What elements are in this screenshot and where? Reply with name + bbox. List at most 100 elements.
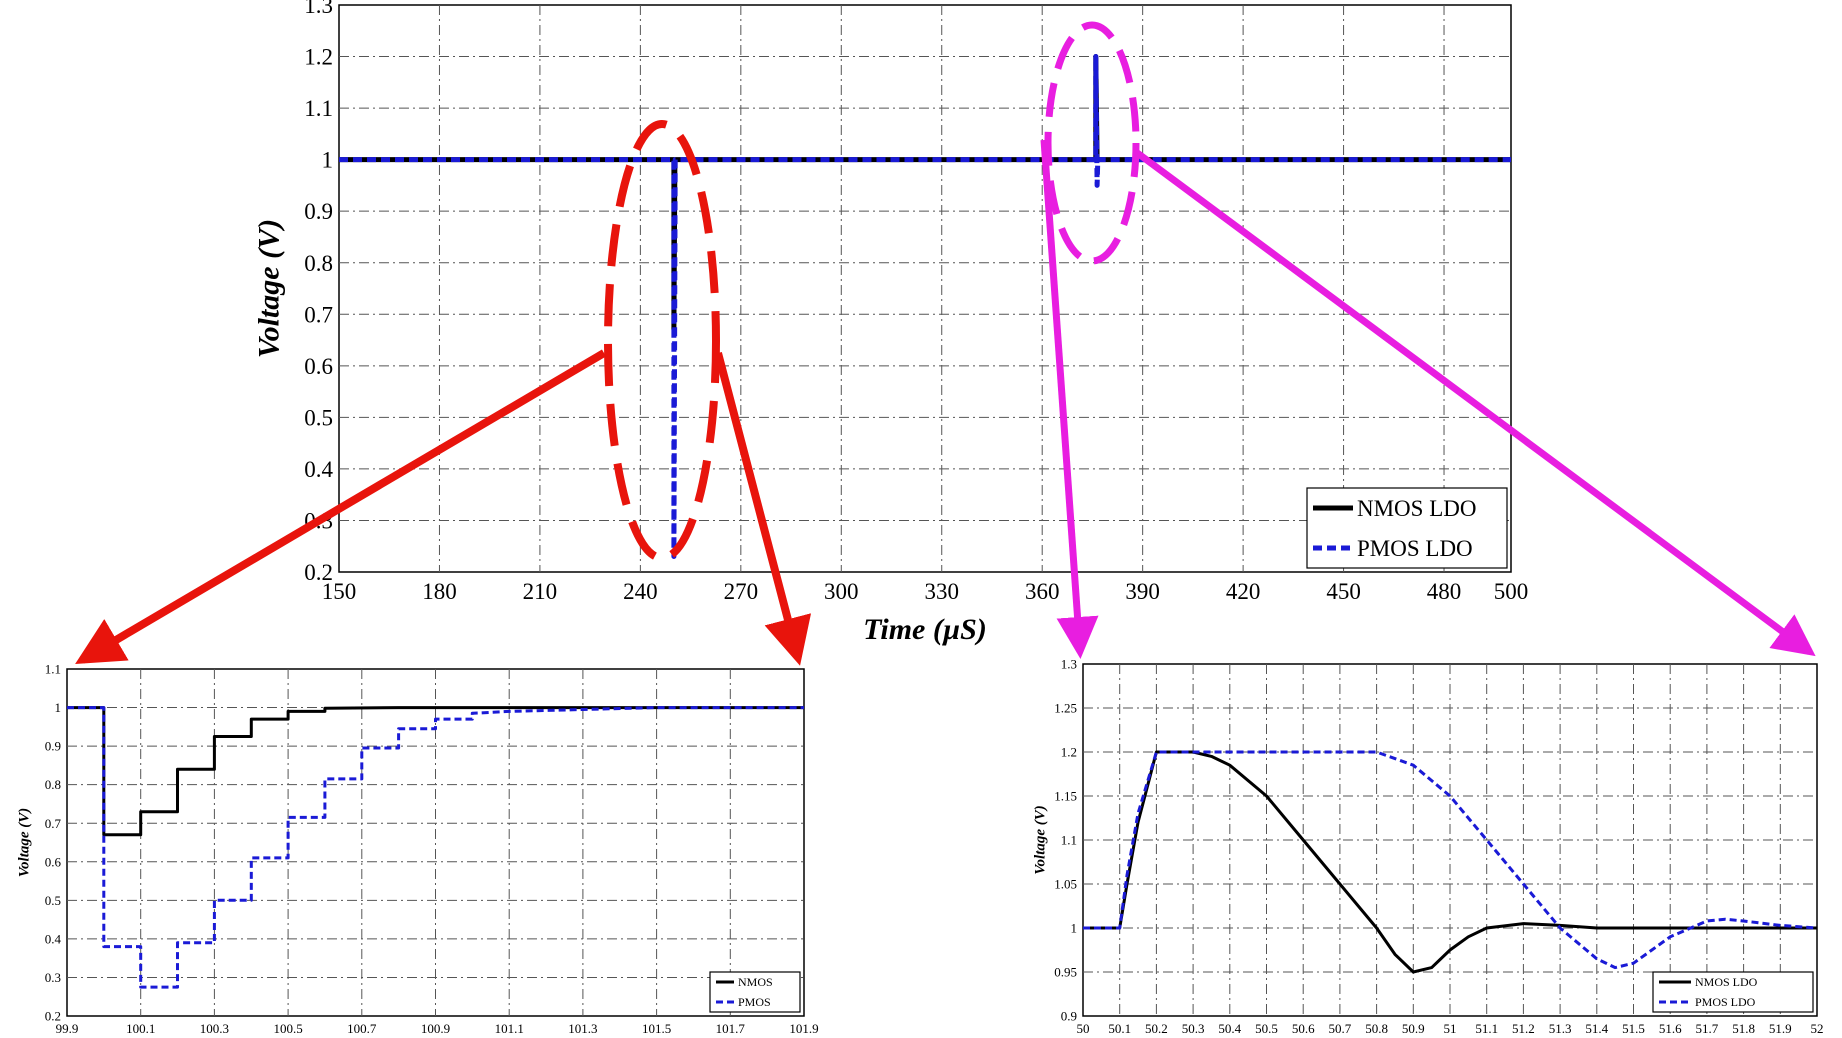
x-tick-label: 50.3 bbox=[1182, 1021, 1205, 1036]
legend: NMOS PMOS bbox=[709, 971, 801, 1013]
x-tick-label: 330 bbox=[924, 579, 959, 604]
series-line-nmos bbox=[67, 706, 804, 837]
x-tick-label: 50.4 bbox=[1218, 1021, 1241, 1036]
x-tick-label: 210 bbox=[523, 579, 558, 604]
y-tick-label: 1.2 bbox=[304, 45, 333, 70]
legend-box bbox=[1306, 487, 1508, 569]
x-tick-label: 100.3 bbox=[200, 1021, 229, 1036]
x-tick-label: 240 bbox=[623, 579, 658, 604]
y-tick-label: 0.2 bbox=[45, 1009, 61, 1024]
zoom-ellipse-left bbox=[604, 120, 720, 562]
zoom-annotations bbox=[75, 21, 1816, 666]
x-tick-label: 390 bbox=[1125, 579, 1160, 604]
x-tick-label: 51 bbox=[1444, 1021, 1457, 1036]
x-tick-label: 101.3 bbox=[568, 1021, 597, 1036]
x-tick-label: 100.5 bbox=[273, 1021, 302, 1036]
y-tick-label: 0.9 bbox=[45, 739, 61, 754]
zoom-arrow-right-b bbox=[1133, 149, 1816, 657]
zoom-ellipse-right bbox=[1044, 21, 1140, 265]
legend-box bbox=[1652, 971, 1814, 1013]
y-tick-label: 1.05 bbox=[1054, 877, 1077, 892]
legend-label: NMOS bbox=[738, 975, 773, 989]
x-tick-label: 50.8 bbox=[1365, 1021, 1388, 1036]
x-tick-label: 100.7 bbox=[347, 1021, 377, 1036]
series-line-pmos bbox=[67, 706, 804, 989]
x-tick-label: 51.2 bbox=[1512, 1021, 1535, 1036]
x-axis-label: Time (µS) bbox=[863, 613, 987, 646]
y-tick-label: 1 bbox=[1071, 921, 1078, 936]
x-tick-label: 101.1 bbox=[495, 1021, 524, 1036]
x-tick-label: 360 bbox=[1025, 579, 1060, 604]
y-tick-label: 1.1 bbox=[304, 96, 333, 121]
y-tick-label: 0.9 bbox=[1061, 1009, 1077, 1024]
y-axis-label: Voltage (V) bbox=[252, 219, 285, 358]
x-tick-label: 50.5 bbox=[1255, 1021, 1278, 1036]
x-tick-label: 101.5 bbox=[642, 1021, 671, 1036]
zoom-arrow-left-a bbox=[75, 349, 607, 665]
y-tick-label: 0.7 bbox=[45, 816, 62, 831]
y-tick-label: 0.2 bbox=[304, 560, 333, 585]
y-tick-label: 0.4 bbox=[304, 457, 333, 482]
y-tick-label: 0.5 bbox=[304, 405, 333, 430]
y-tick-label: 1.1 bbox=[1061, 833, 1077, 848]
legend-label: PMOS bbox=[738, 995, 771, 1009]
y-tick-label: 0.5 bbox=[45, 893, 61, 908]
zoom-arrow-right-a bbox=[1040, 139, 1099, 659]
y-tick-label: 0.4 bbox=[45, 931, 62, 946]
legend: NMOS LDO PMOS LDO bbox=[1652, 971, 1814, 1013]
y-tick-label: 1 bbox=[55, 700, 62, 715]
y-tick-label: 1 bbox=[322, 148, 334, 173]
x-tick-label: 300 bbox=[824, 579, 859, 604]
x-tick-label: 50.2 bbox=[1145, 1021, 1168, 1036]
y-tick-label: 0.9 bbox=[304, 199, 333, 224]
x-tick-label: 99.9 bbox=[56, 1021, 79, 1036]
x-tick-label: 51.4 bbox=[1585, 1021, 1608, 1036]
y-tick-label: 1.2 bbox=[1061, 745, 1077, 760]
x-tick-label: 51.3 bbox=[1549, 1021, 1572, 1036]
legend-label: PMOS LDO bbox=[1357, 536, 1473, 561]
x-tick-label: 50 bbox=[1077, 1021, 1090, 1036]
x-tick-label: 480 bbox=[1427, 579, 1462, 604]
x-tick-label: 50.1 bbox=[1108, 1021, 1131, 1036]
y-tick-label: 0.3 bbox=[45, 970, 61, 985]
y-tick-label: 0.95 bbox=[1054, 965, 1077, 980]
x-tick-label: 101.9 bbox=[789, 1021, 818, 1036]
x-tick-label: 100.9 bbox=[421, 1021, 450, 1036]
x-tick-label: 50.9 bbox=[1402, 1021, 1425, 1036]
x-tick-label: 51.5 bbox=[1622, 1021, 1645, 1036]
y-tick-label: 0.6 bbox=[45, 854, 62, 869]
y-tick-label: 1.1 bbox=[45, 662, 61, 677]
legend-label: NMOS LDO bbox=[1357, 496, 1476, 521]
plot-frame bbox=[338, 4, 1512, 573]
x-tick-label: 500 bbox=[1494, 579, 1529, 604]
x-tick-label: 51.1 bbox=[1475, 1021, 1498, 1036]
y-tick-label: 1.3 bbox=[1061, 657, 1077, 672]
legend-label: NMOS LDO bbox=[1695, 975, 1758, 989]
y-axis-label: Voltage (V) bbox=[1032, 805, 1048, 875]
x-tick-label: 51.8 bbox=[1732, 1021, 1755, 1036]
series-line-pmos-ldo bbox=[339, 54, 1511, 559]
zoom-arrow-left-b bbox=[714, 351, 812, 666]
y-axis-label: Voltage (V) bbox=[16, 808, 32, 878]
y-tick-label: 1.15 bbox=[1054, 789, 1077, 804]
x-tick-label: 100.1 bbox=[126, 1021, 155, 1036]
x-tick-label: 420 bbox=[1226, 579, 1261, 604]
y-tick-label: 0.7 bbox=[304, 302, 333, 327]
y-tick-label: 1.3 bbox=[304, 0, 333, 18]
x-tick-label: 180 bbox=[422, 579, 457, 604]
x-tick-label: 50.7 bbox=[1329, 1021, 1352, 1036]
x-tick-label: 51.9 bbox=[1769, 1021, 1792, 1036]
chart-zoom-right: 50 50.1 50.2 50.3 50.4 50.5 50.6 50.7 50.8 50.9 51… bbox=[1032, 657, 1824, 1036]
chart-main: 150 180 210 240 270 300 330 360 390 420 450 480 500 0… bbox=[252, 0, 1528, 646]
legend: NMOS LDO PMOS LDO bbox=[1306, 487, 1508, 569]
x-tick-label: 51.7 bbox=[1696, 1021, 1719, 1036]
x-tick-label: 101.7 bbox=[716, 1021, 746, 1036]
x-tick-label: 150 bbox=[322, 579, 357, 604]
y-tick-label: 1.25 bbox=[1054, 701, 1077, 716]
x-tick-label: 270 bbox=[724, 579, 759, 604]
x-tick-label: 450 bbox=[1326, 579, 1361, 604]
x-tick-label: 52 bbox=[1811, 1021, 1824, 1036]
x-tick-label: 51.6 bbox=[1659, 1021, 1682, 1036]
legend-label: PMOS LDO bbox=[1695, 995, 1756, 1009]
